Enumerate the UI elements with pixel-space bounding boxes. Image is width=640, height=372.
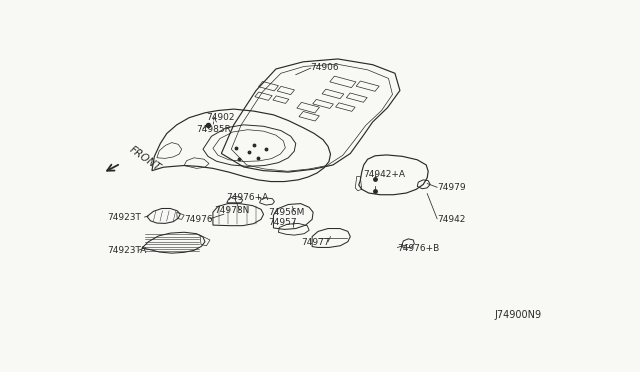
- Text: 74923TA: 74923TA: [108, 246, 147, 255]
- Text: 74923T: 74923T: [108, 214, 141, 222]
- Text: FRONT: FRONT: [127, 145, 162, 173]
- Text: 74978N: 74978N: [214, 206, 250, 215]
- Text: 74976+A: 74976+A: [227, 193, 269, 202]
- Text: 74906: 74906: [310, 63, 339, 72]
- Text: J74900N9: J74900N9: [494, 310, 541, 320]
- Text: 74942: 74942: [437, 215, 465, 224]
- Text: 74902: 74902: [207, 113, 235, 122]
- Text: 74979: 74979: [437, 183, 466, 192]
- Text: 74956M: 74956M: [269, 208, 305, 217]
- Text: 74976+B: 74976+B: [397, 244, 440, 253]
- Text: 74942+A: 74942+A: [363, 170, 404, 179]
- Text: 74957: 74957: [269, 218, 297, 227]
- Text: 74976: 74976: [184, 215, 212, 224]
- Text: 74985R: 74985R: [196, 125, 232, 134]
- Text: 74977: 74977: [301, 238, 330, 247]
